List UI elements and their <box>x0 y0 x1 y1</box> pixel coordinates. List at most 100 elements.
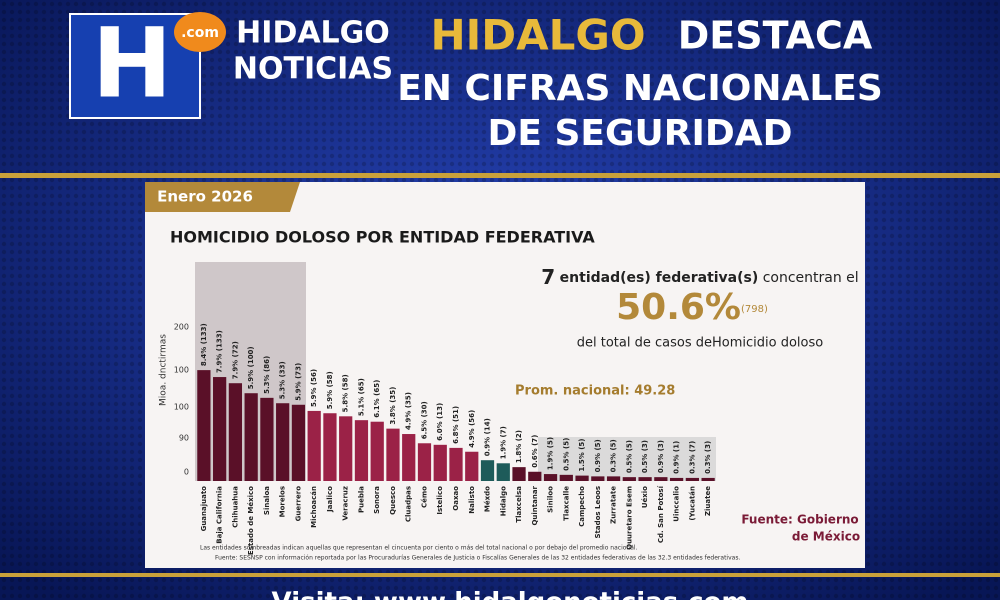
bar-label: 3.8% (35) <box>389 387 397 425</box>
bar <box>339 416 353 481</box>
x-tick-label: Sonora <box>373 486 381 514</box>
bar-label: 5.3% (86) <box>263 356 271 394</box>
date-badge-text: Enero 2026 <box>157 188 253 206</box>
bar-label: 0.3% (7) <box>688 441 696 474</box>
bar-label: 6.1% (65) <box>373 380 381 418</box>
x-tick-label: Veracruz <box>342 486 350 521</box>
x-tick-label: Hidalgo <box>499 486 507 516</box>
bar-label: 0.5% (5) <box>562 438 570 471</box>
chart-title: HOMICIDIO DOLOSO POR ENTIDAD FEDERATIVA <box>170 228 595 247</box>
logo-bubble <box>174 12 226 52</box>
bar <box>244 393 258 481</box>
bar <box>606 476 621 481</box>
x-tick-label: Oaxao <box>452 486 460 511</box>
x-tick-label: Morelos <box>279 486 287 517</box>
source: de México <box>792 530 860 544</box>
x-tick-label: Quesco <box>389 486 397 515</box>
callout-count: 7 <box>541 265 555 289</box>
bar <box>575 475 589 481</box>
bar <box>512 467 526 481</box>
bar-label: 0.9% (1) <box>673 441 681 474</box>
gold-rule <box>0 173 1000 178</box>
y-axis-text: 90 <box>179 434 189 443</box>
x-tick-label: Siniloo <box>547 486 555 513</box>
callout-figure: 50.6%(798) <box>616 287 768 328</box>
x-tick-label: Zurratate <box>610 486 618 524</box>
brand-line: HIDALGO <box>236 16 390 51</box>
gold-rule <box>0 573 1000 577</box>
date-badge <box>145 182 300 212</box>
bar-label: 1.8% (2) <box>515 430 523 463</box>
bar-label: 0.5% (5) <box>625 440 633 473</box>
bar-label: 7.9% (72) <box>231 341 239 379</box>
bar-label: 1.5% (5) <box>578 438 586 471</box>
footer-url: Visita: www.hidalgonoticias.com <box>272 588 749 600</box>
callout-total: (798) <box>741 304 768 315</box>
bar-label: 0.9% (5) <box>594 439 602 472</box>
bar-label: 5.9% (73) <box>294 363 302 401</box>
x-tick-label: Uinccalio <box>673 486 681 522</box>
bar-label: 5.9% (56) <box>310 369 318 407</box>
bar-label: 5.3% (33) <box>279 361 287 399</box>
x-tick-label: Nalisto <box>468 486 476 514</box>
bar-label: 7.9% (133) <box>216 330 224 373</box>
bar <box>260 397 274 481</box>
callout-tail: concentran el <box>763 270 859 286</box>
bar <box>386 428 400 481</box>
bar <box>197 370 211 481</box>
x-tick-label: Jaalico <box>326 486 334 513</box>
headline: HIDALGO <box>430 11 645 60</box>
bar-label: 1.9% (5) <box>547 437 555 470</box>
headline: EN CIFRAS NACIONALES <box>397 68 883 109</box>
callout: 7 entidad(es) federativa(s) concentran e… <box>541 265 858 289</box>
bar <box>701 477 715 481</box>
bar <box>622 477 636 481</box>
bar <box>228 383 243 481</box>
bar <box>685 477 699 481</box>
bar-label: 5.9% (100) <box>247 346 255 389</box>
logo-badge: .com <box>181 25 219 41</box>
bar <box>449 447 463 481</box>
x-tick-label: Quintanar <box>531 485 539 525</box>
x-tick-label: Puebla <box>357 486 365 513</box>
bar <box>559 474 573 481</box>
headline: DE SEGURIDAD <box>487 113 792 154</box>
x-tick-label: Guanajuato <box>200 486 208 532</box>
bar <box>291 404 306 481</box>
bar-label: 1.9% (7) <box>499 426 507 459</box>
bar-label: 5.9% (58) <box>326 371 334 409</box>
x-tick-label: (Yucatán <box>688 486 696 521</box>
bar <box>276 403 290 481</box>
y-axis-title: Mioa. dnctirmas <box>159 334 169 406</box>
x-tick-label: Istelico <box>436 486 444 515</box>
average-label: Prom. nacional: 49.28 <box>515 384 675 399</box>
bar <box>402 434 416 481</box>
x-tick-label: Campecho <box>578 486 586 527</box>
bar <box>354 420 369 481</box>
y-axis-text: 100 <box>174 366 189 375</box>
bar-label: 0.9% (14) <box>484 418 492 456</box>
bar-label: 4.9% (56) <box>468 410 476 448</box>
x-tick-label: Quuretaro Esem <box>625 486 633 550</box>
x-tick-label: Michoacán <box>310 486 318 528</box>
bar <box>480 460 495 481</box>
y-axis-text: 200 <box>174 323 189 332</box>
bar <box>496 463 510 481</box>
bar <box>307 410 321 481</box>
x-tick-label: Cluadpas <box>405 486 413 522</box>
bar <box>417 443 432 481</box>
footnote: Fuente: SESNSP con información reportada… <box>215 555 740 562</box>
bar <box>528 471 542 481</box>
x-tick-label: Stados Leoos <box>594 486 602 539</box>
bar-label: 0.9% (3) <box>657 440 665 473</box>
callout-lead: entidad(es) federativa(s) <box>560 270 759 286</box>
logo-letter: H <box>92 7 172 119</box>
x-tick-label: Ziuatee <box>704 486 712 516</box>
callout-line: del total de casos deHomicidio doloso <box>577 336 823 351</box>
bar-label: 5.8% (58) <box>342 374 350 412</box>
bar <box>591 476 605 481</box>
x-tick-label: Cémo <box>420 486 428 508</box>
bar <box>213 377 227 481</box>
